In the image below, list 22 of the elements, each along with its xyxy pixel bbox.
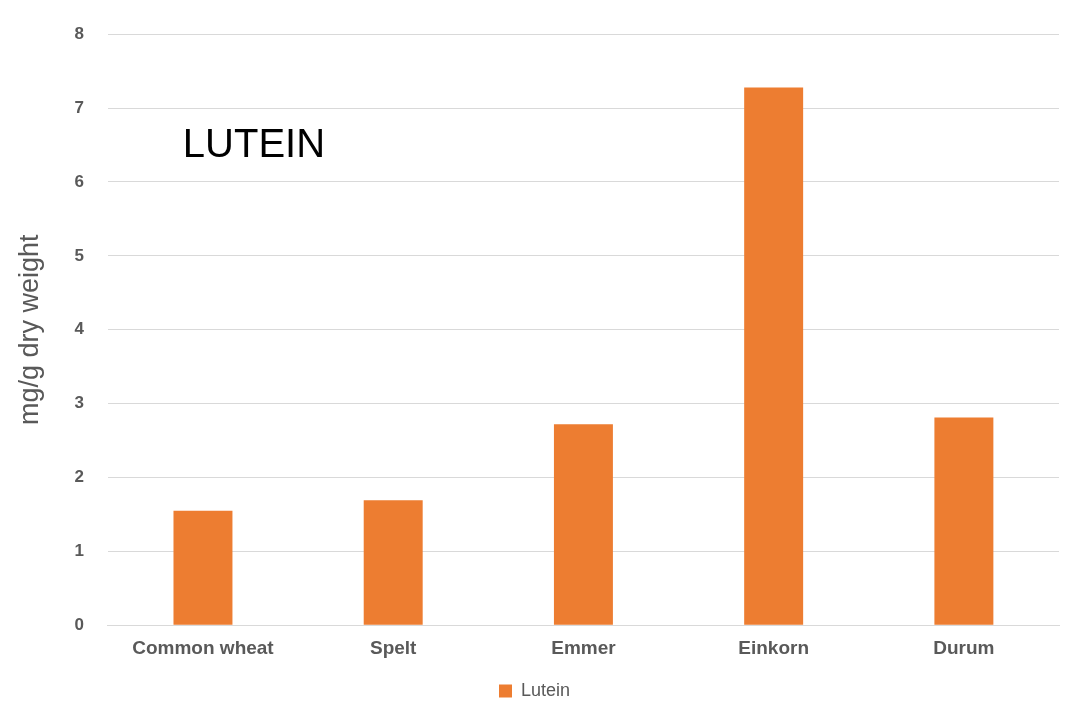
bar [363,500,423,625]
bar [173,510,233,625]
y-tick-label: 3 [74,393,84,413]
y-tick-label: 8 [74,23,84,43]
y-tick-label: 1 [74,541,84,561]
text: LUTEIN [182,121,326,166]
x-tick-label: Emmer [551,636,617,658]
y-tick-label: 2 [74,467,84,487]
x-tick-label: Einkorn [738,636,810,658]
bar [553,424,613,625]
bar [744,87,804,625]
y-tick-label: 5 [74,245,84,265]
y-tick-label: 7 [74,97,84,117]
bar [934,417,994,625]
y-tick-label: 6 [74,171,84,191]
y-axis-title: mg/g dry weight [13,233,44,425]
legend-label: Lutein [520,679,571,700]
y-tick-label: 4 [74,319,85,339]
x-tick-label: Spelt [369,636,418,658]
y-tick-label: 0 [74,614,84,634]
x-tick-label: Common wheat [132,636,275,658]
x-tick-label: Durum [933,636,995,658]
